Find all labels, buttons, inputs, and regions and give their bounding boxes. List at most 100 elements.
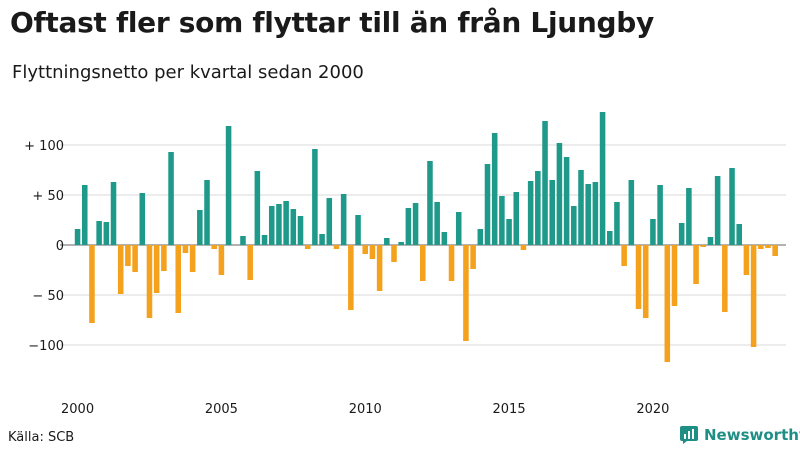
bar [707, 237, 714, 245]
chart-title: Oftast fler som flyttar till än från Lju… [10, 6, 654, 39]
bar [686, 188, 692, 245]
bar [765, 245, 771, 248]
bar [218, 245, 225, 275]
bar [470, 245, 476, 269]
bar [455, 212, 462, 245]
bar [117, 245, 124, 294]
bar [628, 180, 635, 245]
bar [693, 245, 699, 284]
bar [319, 234, 325, 245]
x-tick-label: 2005 [205, 402, 238, 417]
bar [563, 157, 570, 245]
source-note: Källa: SCB [8, 430, 75, 445]
bar [556, 143, 563, 245]
bar [290, 209, 297, 245]
bar [340, 194, 347, 245]
bar [74, 229, 81, 245]
bar [182, 245, 189, 253]
bar [513, 192, 520, 245]
bar [261, 235, 268, 245]
bar [477, 229, 484, 245]
bar [614, 202, 620, 245]
bar [326, 198, 333, 245]
bar [168, 152, 174, 245]
bar [384, 238, 390, 245]
bar [657, 185, 663, 245]
bar [348, 245, 354, 310]
bar [297, 216, 304, 245]
bar [89, 245, 95, 323]
bar [585, 184, 591, 245]
brand-name: Newsworthy [704, 426, 800, 444]
y-tick-label: + 50 [32, 189, 64, 204]
bar [283, 201, 289, 245]
bar [621, 245, 627, 266]
y-tick-label: 0 [56, 239, 64, 254]
bar [506, 219, 512, 245]
bar [240, 236, 246, 245]
brand-logo[interactable]: Newsworthy [679, 425, 800, 445]
bar [427, 161, 433, 245]
bar [304, 245, 311, 249]
bars [74, 112, 778, 362]
bar [642, 245, 649, 318]
x-tick-label: 2020 [636, 402, 669, 417]
bar [484, 164, 491, 245]
bar [491, 133, 498, 245]
bar [175, 245, 182, 313]
bar [247, 245, 253, 280]
bar [254, 171, 261, 245]
y-tick-label: − 50 [32, 289, 64, 304]
bar [736, 224, 742, 245]
bar [448, 245, 455, 281]
bar [743, 245, 750, 275]
bar [772, 245, 778, 256]
x-tick-label: 2015 [493, 402, 526, 417]
bar [103, 222, 110, 245]
bar [139, 193, 146, 245]
bar [606, 231, 613, 245]
bar [369, 245, 376, 259]
bar [664, 245, 671, 362]
bar [153, 245, 160, 293]
bar [549, 180, 555, 245]
bar [211, 245, 217, 249]
x-tick-label: 2010 [349, 402, 382, 417]
bar [499, 196, 505, 245]
bar [197, 210, 203, 245]
bar [750, 245, 757, 347]
bar [592, 182, 599, 245]
bar [225, 126, 232, 245]
bar [520, 245, 527, 250]
bar-chart-logo-icon [680, 426, 698, 444]
bar [96, 221, 102, 245]
y-tick-label: + 100 [24, 139, 64, 154]
bar [110, 182, 117, 245]
bar [362, 245, 369, 254]
y-tick-label: −100 [28, 339, 64, 354]
bar [276, 204, 282, 245]
x-axis-labels: 2000 2005 2010 2015 2020 [61, 402, 669, 417]
chart-subtitle: Flyttningsnetto per kvartal sedan 2000 [12, 62, 364, 83]
bar [441, 232, 448, 245]
bar [578, 170, 584, 245]
bar [391, 245, 397, 262]
bar [376, 245, 383, 291]
bar [650, 219, 656, 245]
bar [599, 112, 606, 245]
bar [412, 203, 419, 245]
bar [132, 245, 138, 272]
bar [125, 245, 131, 266]
bar [463, 245, 469, 341]
bar [81, 185, 88, 245]
bar [434, 202, 440, 245]
bar [161, 245, 167, 271]
bar [542, 121, 548, 245]
bar [758, 245, 764, 249]
bar [678, 223, 685, 245]
y-axis-labels: + 100 + 50 0 − 50 −100 [24, 139, 64, 354]
x-tick-label: 2000 [61, 402, 94, 417]
bar [355, 215, 361, 245]
bar [204, 180, 210, 245]
